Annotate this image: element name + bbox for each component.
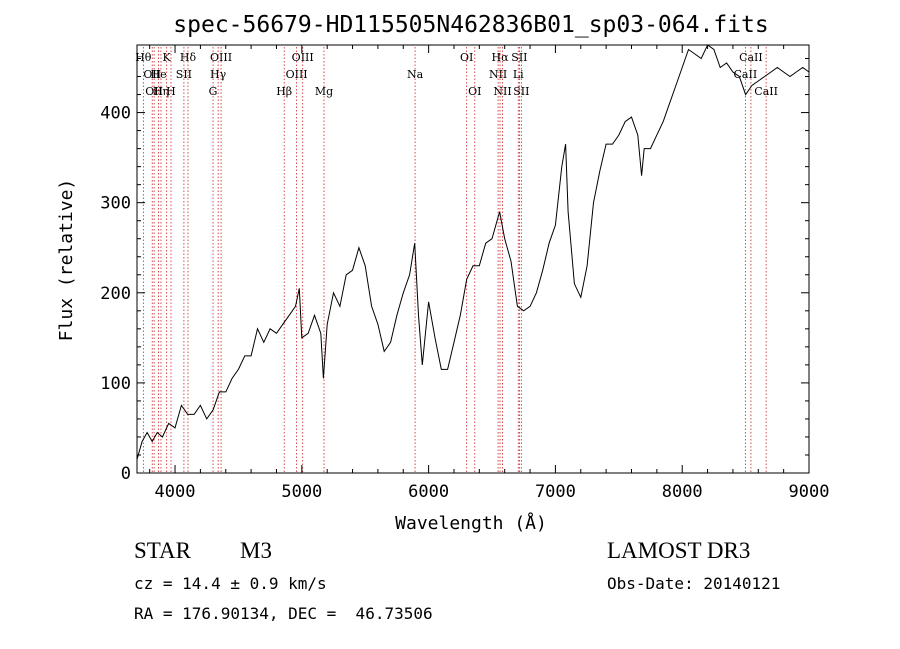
line-marker-label: OI: [460, 51, 473, 64]
line-marker-label: SII: [513, 85, 529, 98]
x-axis-ticks: 4000 5000 6000 7000 8000 9000: [149, 45, 830, 502]
line-marker-label: OIII: [210, 51, 232, 64]
redshift-value: cz = 14.4 ± 0.9 km/s: [134, 574, 327, 593]
line-marker-label: H: [166, 85, 176, 98]
line-marker-label: CaII: [739, 51, 763, 64]
observation-date: Obs-Date: 20140121: [607, 574, 781, 593]
x-tick-label: 6000: [408, 482, 449, 502]
spectral-line-markers: [142, 47, 767, 473]
line-marker-label: Hδ: [180, 51, 197, 64]
plot-frame: [136, 44, 810, 474]
line-marker-label: OI: [468, 85, 481, 98]
line-marker-label: Hη: [153, 85, 169, 98]
y-axis-ticks: 0 100 200 300 400: [100, 58, 809, 484]
object-type: STAR: [134, 538, 191, 563]
spectral-line-labels: HθOIIOIIHeHηKHSIIHδGHγOIIIHβOIIIOIIIMgNa…: [135, 51, 778, 98]
line-marker-label: Hγ: [210, 68, 227, 81]
line-marker-label: NII: [493, 85, 511, 98]
x-axis-label: Wavelength (Å): [395, 512, 547, 534]
y-tick-label: 200: [100, 284, 131, 304]
line-marker-label: OII: [143, 68, 161, 81]
y-tick-label: 0: [121, 464, 131, 484]
line-marker-label: He: [151, 68, 167, 81]
x-tick-label: 9000: [789, 482, 830, 502]
line-marker-label: Li: [513, 68, 524, 81]
line-marker-label: Hβ: [276, 85, 292, 98]
chart-title: spec-56679-HD115505N462836B01_sp03-064.f…: [173, 12, 768, 38]
survey-name: LAMOST DR3: [607, 538, 751, 563]
x-tick-label: 5000: [281, 482, 322, 502]
line-marker-label: OIII: [292, 51, 314, 64]
line-marker-label: Mg: [315, 85, 333, 98]
spectrum-chart: spec-56679-HD115505N462836B01_sp03-064.f…: [56, 12, 830, 534]
line-marker-label: NII: [489, 68, 507, 81]
x-tick-label: 4000: [155, 482, 196, 502]
spectrum-line: [136, 44, 810, 460]
line-marker-label: K: [163, 51, 172, 64]
line-marker-label: OII: [145, 85, 163, 98]
line-marker-label: Hα: [491, 51, 509, 64]
x-tick-label: 7000: [535, 482, 576, 502]
line-marker-label: CaII: [754, 85, 778, 98]
coordinates: RA = 176.90134, DEC = 46.73506: [134, 604, 433, 623]
line-marker-label: SII: [511, 51, 527, 64]
object-subclass: M3: [240, 538, 272, 563]
y-axis-label: Flux (relative): [56, 179, 77, 342]
y-tick-label: 400: [100, 104, 131, 124]
y-tick-label: 100: [100, 374, 131, 394]
y-tick-label: 300: [100, 194, 131, 214]
line-marker-label: Hθ: [135, 51, 152, 64]
line-marker-label: Na: [407, 68, 424, 81]
line-marker-label: OIII: [286, 68, 308, 81]
x-tick-label: 8000: [662, 482, 703, 502]
line-marker-label: SII: [176, 68, 192, 81]
line-marker-label: G: [209, 85, 218, 98]
